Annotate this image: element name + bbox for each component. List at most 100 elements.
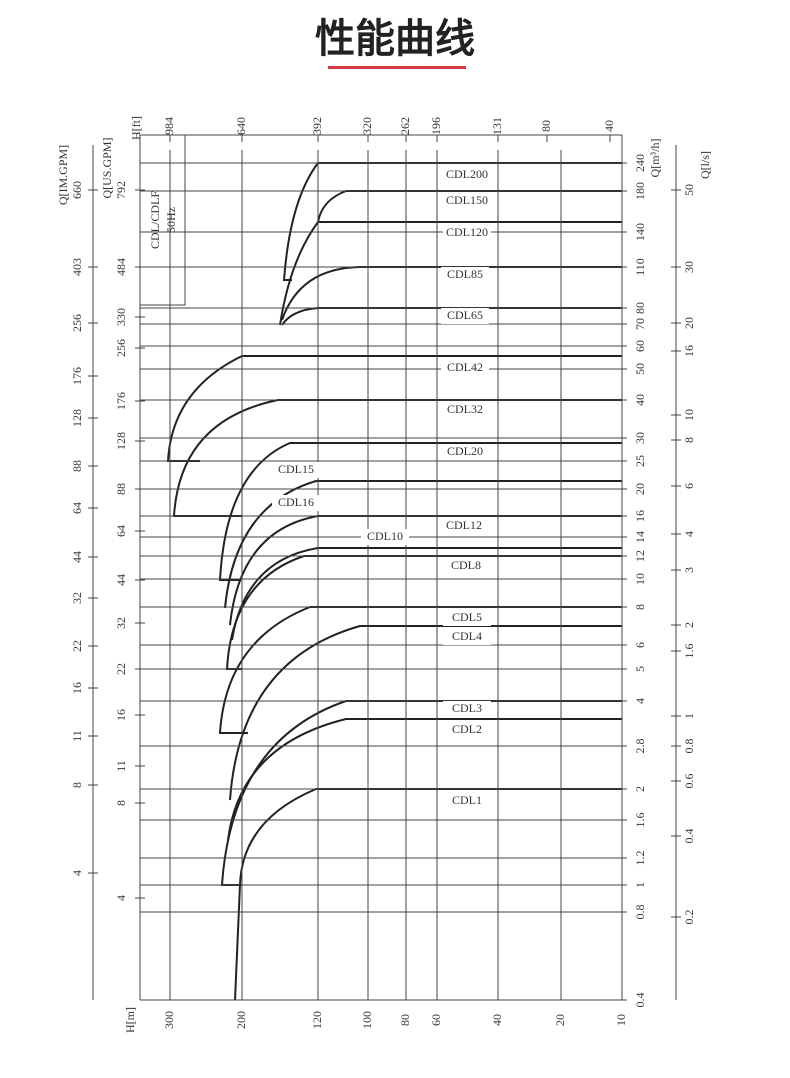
tick-label: 128	[114, 432, 128, 450]
axis-label: Q[US.GPM]	[100, 137, 114, 198]
tick-label: 8	[633, 604, 647, 610]
axis-label: Q[l/s]	[698, 151, 712, 179]
tick-label: 88	[70, 460, 84, 472]
label-bg	[441, 267, 489, 283]
tick-label: 0.8	[682, 739, 696, 754]
tick-label: 140	[633, 223, 647, 241]
model-label: CDL16	[278, 495, 314, 509]
curves	[166, 162, 622, 1001]
tick-label: 10	[682, 409, 696, 421]
tick-label: 1	[633, 882, 647, 888]
tick-label: 4	[114, 895, 128, 901]
tick-label: 0.8	[633, 905, 647, 920]
model-label: CDL2	[452, 722, 482, 736]
tick-label: 240	[633, 154, 647, 172]
tick-label: 256	[114, 339, 128, 357]
tick-label: 10	[614, 1014, 628, 1026]
model-label: CDL20	[447, 444, 483, 458]
tick-label: 16	[70, 682, 84, 694]
tick-label: 1.6	[682, 644, 696, 659]
tick-label: 25	[633, 455, 647, 467]
tick-label: 8	[114, 800, 128, 806]
tick-label: 1.2	[633, 851, 647, 866]
tick-label: 2	[682, 622, 696, 628]
label-bg	[272, 462, 320, 478]
tick-label: 196	[429, 117, 443, 135]
tick-label: 80	[539, 120, 553, 132]
tick-label: 180	[633, 182, 647, 200]
axis-label: H[ft]	[129, 116, 143, 140]
tick-label: 262	[398, 117, 412, 135]
label-bg	[443, 793, 491, 809]
tick-label: 40	[490, 1014, 504, 1026]
tick-label: 44	[114, 574, 128, 586]
tick-label: 2.8	[633, 739, 647, 754]
label-bg	[443, 193, 491, 209]
label-bg	[443, 722, 491, 738]
model-label: CDL65	[447, 308, 483, 322]
tick-label: 0.2	[682, 910, 696, 925]
tick-label: 4	[682, 531, 696, 537]
label-bg	[361, 529, 409, 545]
tick-label: 330	[114, 308, 128, 326]
label-bg	[441, 402, 489, 418]
model-label: CDL32	[447, 402, 483, 416]
tick-label: 640	[234, 117, 248, 135]
model-label: CDL200	[446, 167, 488, 181]
model-label: CDL1	[452, 793, 482, 807]
tick-label: 11	[70, 730, 84, 742]
tick-label: 20	[633, 483, 647, 495]
tick-label: 32	[114, 617, 128, 629]
tick-label: 8	[682, 437, 696, 443]
box-label: 50Hz	[164, 207, 178, 233]
label-bg	[441, 308, 489, 324]
tick-label: 984	[162, 117, 176, 135]
tick-label: 80	[398, 1014, 412, 1026]
model-label: CDL8	[451, 558, 481, 572]
tick-label: 100	[360, 1011, 374, 1029]
tick-label: 32	[70, 592, 84, 604]
tick-label: 256	[70, 314, 84, 332]
model-label: CDL150	[446, 193, 488, 207]
tick-label: 10	[633, 573, 647, 585]
box-label: CDL/CDLF	[148, 191, 162, 249]
tick-label: 0.4	[682, 829, 696, 844]
tick-label: 8	[70, 782, 84, 788]
label-bg	[443, 701, 491, 717]
tick-label: 0.4	[633, 993, 647, 1008]
tick-label: 60	[429, 1014, 443, 1026]
frame	[92, 134, 677, 1001]
tick-label: 300	[162, 1011, 176, 1029]
tick-label: 110	[633, 258, 647, 276]
tick-label: 3	[682, 567, 696, 573]
tick-label: 4	[70, 870, 84, 876]
tick-label: 131	[490, 117, 504, 135]
tick-label: 792	[114, 181, 128, 199]
tick-label: 120	[310, 1011, 324, 1029]
tick-label: 403	[70, 258, 84, 276]
model-label: CDL5	[452, 610, 482, 624]
tick-label: 2	[633, 786, 647, 792]
tick-label: 6	[633, 642, 647, 648]
model-label: CDL12	[446, 518, 482, 532]
tick-label: 50	[633, 363, 647, 375]
tick-label: 11	[114, 760, 128, 772]
title: 性能曲线	[315, 16, 475, 62]
label-bg	[443, 225, 491, 241]
tick-label: 40	[633, 394, 647, 406]
tick-label: 20	[682, 317, 696, 329]
axis-label: H[m]	[123, 1007, 137, 1033]
tick-label: 176	[70, 367, 84, 385]
tick-label: 6	[682, 483, 696, 489]
tick-label: 44	[70, 551, 84, 563]
tick-label: 16	[114, 709, 128, 721]
label-bg	[272, 495, 320, 511]
tick-label: 30	[682, 261, 696, 273]
tick-label: 1.6	[633, 813, 647, 828]
model-label: CDL3	[452, 701, 482, 715]
label-bg	[440, 518, 488, 534]
tick-label: 12	[633, 550, 647, 562]
tick-label: 22	[114, 663, 128, 675]
model-label: CDL85	[447, 267, 483, 281]
axis-label: Q[IM.GPM]	[56, 145, 70, 205]
